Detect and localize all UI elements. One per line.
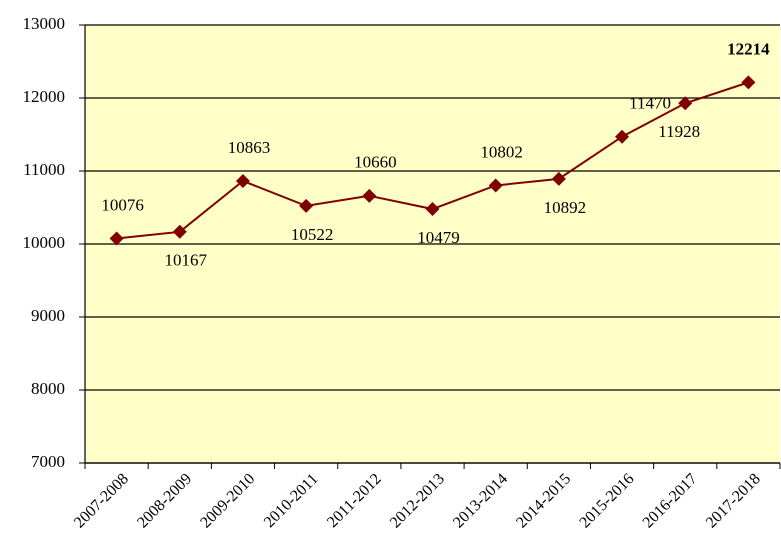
data-label: 11928 [658,122,700,141]
y-tick-label: 13000 [23,14,66,33]
y-tick-label: 12000 [23,87,66,106]
x-tick-label: 2014-2015 [513,470,574,531]
data-point [741,75,756,90]
data-point [425,202,440,217]
data-label: 10479 [417,228,460,247]
data-label: 10167 [165,251,208,270]
data-point [172,224,187,239]
data-label: 10863 [228,138,271,157]
data-point [235,174,250,189]
x-tick-label: 2010-2011 [261,470,322,531]
x-tick-label: 2009-2010 [197,470,258,531]
x-tick-label: 2012-2013 [387,470,448,531]
x-tick-label: 2015-2016 [576,470,637,531]
x-tick-label: 2016-2017 [640,470,701,531]
y-tick-label: 10000 [23,233,66,252]
x-tick-label: 2007-2008 [71,470,132,531]
x-tick-label: 2008-2009 [134,470,195,531]
y-tick-label: 11000 [23,160,65,179]
data-point [109,231,124,246]
data-point [299,198,314,213]
data-point [551,171,566,186]
data-point [615,129,630,144]
x-tick-label: 2011-2012 [324,470,385,531]
data-label: 11470 [629,94,671,113]
data-point [488,178,503,193]
data-label: 10076 [101,195,144,214]
y-tick-label: 9000 [31,306,65,325]
data-label: 10522 [291,225,334,244]
x-tick-label: 2013-2014 [450,470,511,531]
x-tick-label: 2017-2018 [703,470,764,531]
y-tick-label: 7000 [31,452,65,471]
data-label: 10660 [354,153,397,172]
data-point [362,188,377,203]
y-tick-label: 8000 [31,379,65,398]
data-label: 10802 [480,142,523,161]
data-point [678,96,693,111]
data-label: 10892 [544,198,587,217]
data-label: 12214 [727,39,770,58]
